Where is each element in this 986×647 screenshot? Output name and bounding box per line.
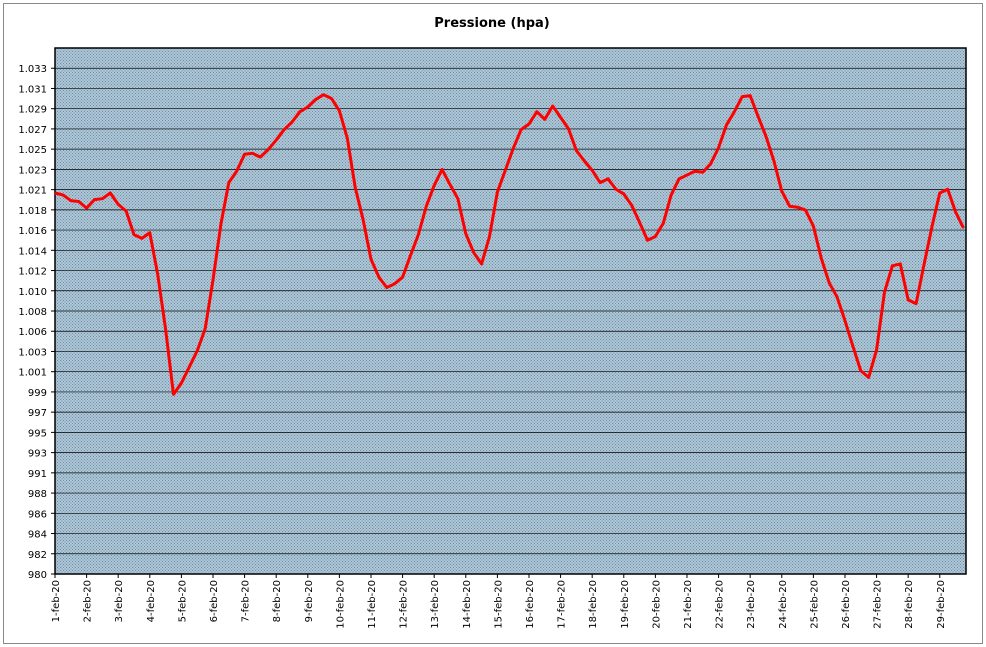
x-tick-label: 27-feb-20 [873, 580, 884, 629]
y-tick-label: 1.025 [18, 145, 47, 156]
y-tick-label: 1.003 [18, 347, 47, 358]
x-tick-label: 25-feb-20 [809, 580, 820, 629]
x-tick-label: 9-feb-20 [304, 580, 315, 622]
x-tick-label: 7-feb-20 [241, 580, 252, 622]
y-tick-label: 986 [28, 509, 47, 520]
x-tick-label: 22-feb-20 [715, 580, 726, 629]
data-line [54, 93, 965, 396]
x-tick-label: 1-feb-20 [51, 580, 62, 622]
y-tick-label: 993 [28, 449, 47, 460]
y-tick-label: 1.012 [18, 267, 47, 278]
x-tick-label: 17-feb-20 [557, 580, 568, 629]
x-tick-label: 12-feb-20 [399, 580, 410, 629]
y-tick-label: 991 [28, 469, 47, 480]
x-tick-label: 19-feb-20 [620, 580, 631, 629]
y-tick-label: 1.008 [18, 307, 47, 318]
x-tick-label: 24-feb-20 [778, 580, 789, 629]
y-tick-label: 995 [28, 428, 47, 439]
y-tick-label: 1.023 [18, 165, 47, 176]
x-tick-label: 3-feb-20 [114, 580, 125, 622]
y-tick-label: 982 [28, 550, 47, 561]
y-tick-label: 1.018 [18, 206, 47, 217]
x-tick-label: 20-feb-20 [651, 580, 662, 629]
y-tick-label: 1.006 [18, 327, 47, 338]
y-tick-label: 1.029 [18, 105, 47, 116]
x-tick-label: 15-feb-20 [493, 580, 504, 629]
y-tick-label: 1.016 [18, 226, 47, 237]
x-tick-label: 6-feb-20 [209, 580, 220, 622]
x-tick-label: 18-feb-20 [588, 580, 599, 629]
x-tick-label: 2-feb-20 [83, 580, 94, 622]
x-tick-label: 16-feb-20 [525, 580, 536, 629]
x-tick-label: 28-feb-20 [904, 580, 915, 629]
y-tick-label: 988 [28, 489, 47, 500]
x-tick-label: 5-feb-20 [177, 580, 188, 622]
x-tick-label: 26-feb-20 [841, 580, 852, 629]
x-tick-label: 21-feb-20 [683, 580, 694, 629]
y-tick-label: 1.021 [18, 186, 47, 197]
x-tick-label: 23-feb-20 [746, 580, 757, 629]
x-tick-label: 14-feb-20 [462, 580, 473, 629]
y-tick-label: 997 [28, 408, 47, 419]
y-tick-label: 1.010 [18, 287, 47, 298]
x-tick-label: 8-feb-20 [272, 580, 283, 622]
plot-border [54, 47, 967, 575]
y-tick-label: 1.033 [18, 64, 47, 75]
y-tick-label: 1.014 [18, 246, 47, 257]
y-tick-label: 999 [28, 388, 47, 399]
y-tick-label: 984 [28, 530, 47, 541]
y-tick-label: 980 [28, 570, 47, 581]
x-tick-label: 11-feb-20 [367, 580, 378, 629]
x-tick-label: 4-feb-20 [146, 580, 157, 622]
chart-title: Pressione (hpa) [434, 16, 549, 31]
y-tick-label: 1.031 [18, 84, 47, 95]
x-tick-label: 13-feb-20 [430, 580, 441, 629]
x-tick-label: 29-feb-20 [936, 580, 947, 629]
x-tick-label: 10-feb-20 [335, 580, 346, 629]
y-tick-label: 1.027 [18, 125, 47, 136]
y-tick-label: 1.001 [18, 368, 47, 379]
